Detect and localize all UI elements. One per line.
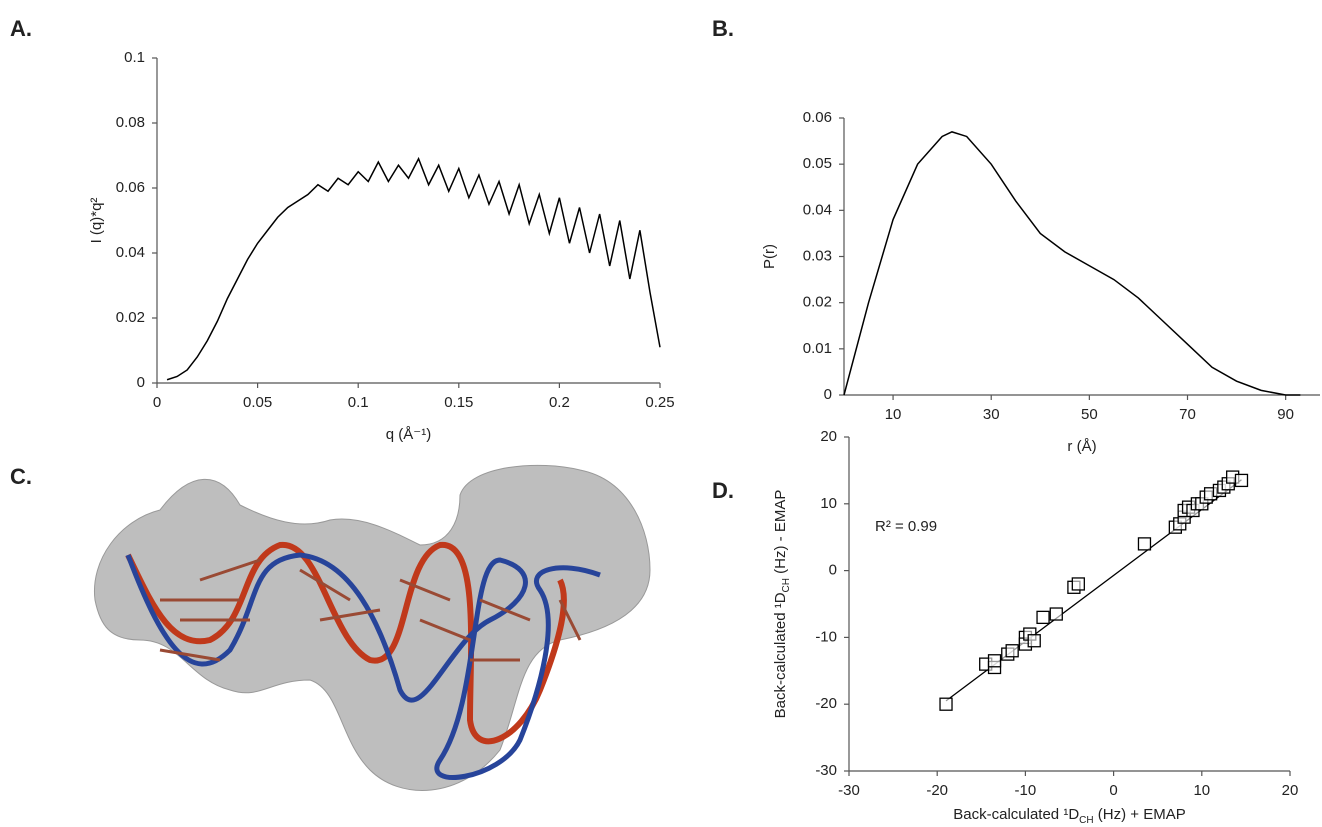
label-part: (Hz) - EMAP (772, 490, 789, 578)
data-line (843, 131, 1301, 396)
y-tick-label: 0.04 (803, 201, 832, 218)
x-tick-label: 10 (885, 406, 902, 423)
y-tick-label: -10 (815, 628, 837, 645)
x-tick-label: -30 (838, 782, 860, 799)
label-part: (Hz) + EMAP (1094, 806, 1186, 823)
y-tick-label: 0.04 (116, 244, 145, 261)
label-part: Back-calculated ¹D (772, 592, 789, 718)
x-tick-label: 50 (1081, 406, 1098, 423)
data-point (1005, 644, 1019, 658)
y-tick-label: 0.02 (116, 309, 145, 326)
x-axis-label: q (Å⁻¹) (386, 426, 431, 443)
x-tick-label: 0.05 (243, 394, 272, 411)
y-tick-label: 0 (137, 374, 145, 391)
y-axis-label: I (q)*q² (88, 198, 105, 244)
x-axis-label: Back-calculated ¹DCH (Hz) + EMAP (953, 806, 1185, 826)
x-tick-label: 0.2 (549, 394, 570, 411)
y-tick-label: -30 (815, 762, 837, 779)
data-point (1071, 577, 1085, 591)
label-part: CH (1079, 815, 1093, 826)
data-point (939, 697, 953, 711)
data-line (166, 156, 661, 381)
panel-label: C. (10, 464, 32, 489)
x-tick-label: -20 (926, 782, 948, 799)
x-tick-label: 30 (983, 406, 1000, 423)
y-tick-label: 0.02 (803, 294, 832, 311)
y-tick-label: 10 (820, 495, 837, 512)
y-tick-label: -20 (815, 695, 837, 712)
y-tick-label: 0.06 (803, 109, 832, 126)
label-part: Back-calculated ¹D (953, 806, 1079, 823)
data-point (1036, 610, 1050, 625)
x-tick-label: 70 (1179, 406, 1196, 423)
panel-label: D. (712, 478, 734, 503)
x-tick-label: 20 (1282, 782, 1299, 799)
x-tick-label: 90 (1277, 406, 1294, 423)
x-tick-label: 0.15 (444, 394, 473, 411)
y-axis-label: P(r) (761, 244, 778, 269)
y-tick-label: 0.1 (124, 49, 145, 66)
data-point (1234, 473, 1249, 488)
rna-structure (93, 464, 651, 791)
y-tick-label: 0.03 (803, 247, 832, 264)
y-tick-label: 0 (824, 386, 832, 403)
y-tick-label: 0.05 (803, 155, 832, 172)
x-tick-label: 0 (1109, 782, 1117, 799)
data-point (1027, 634, 1041, 648)
y-tick-label: 0 (829, 562, 837, 579)
y-tick-label: 0.01 (803, 340, 832, 357)
x-tick-label: 0.25 (645, 394, 674, 411)
y-tick-label: 0.08 (116, 114, 145, 131)
y-axis-label: Back-calculated ¹DCH (Hz) - EMAP (772, 490, 792, 719)
x-tick-label: 0.1 (348, 394, 369, 411)
data-point (1049, 607, 1063, 621)
x-axis-label: r (Å) (1067, 438, 1096, 455)
data-point (1137, 537, 1152, 551)
x-tick-label: 0 (153, 394, 161, 411)
label-part: CH (781, 578, 792, 592)
x-tick-label: 10 (1193, 782, 1210, 799)
y-tick-label: 0.06 (116, 179, 145, 196)
panel-label: B. (712, 16, 734, 41)
y-tick-label: 20 (820, 428, 837, 445)
data-point (987, 654, 1002, 668)
annotation: R² = 0.99 (875, 518, 937, 535)
x-tick-label: -10 (1015, 782, 1037, 799)
panel-label: A. (10, 16, 32, 41)
